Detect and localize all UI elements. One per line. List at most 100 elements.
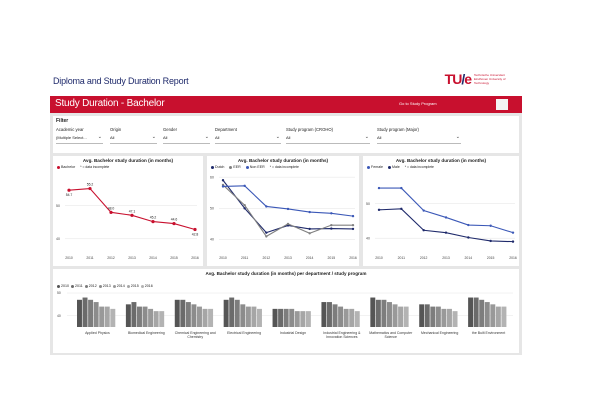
banner-button[interactable] bbox=[496, 99, 508, 110]
data-point bbox=[330, 212, 333, 215]
legend-item[interactable]: Dutch bbox=[211, 165, 224, 169]
bar bbox=[278, 308, 284, 327]
x-tick-label: 2013 bbox=[128, 256, 136, 260]
filter-gender: Gender All ⌄ bbox=[163, 127, 210, 144]
academic-year-select[interactable]: (Multiple Select... ⌄ bbox=[56, 134, 103, 144]
origin-line-chart[interactable]: 60 50 40 2010 2011 2012 2013 2014 2015 2016 bbox=[207, 156, 359, 266]
bar bbox=[392, 304, 398, 327]
chart-legend: Female Male * = data incomplete bbox=[367, 165, 434, 169]
legend-dot-icon bbox=[140, 284, 144, 288]
bar bbox=[234, 299, 240, 327]
bar bbox=[424, 304, 430, 327]
legend-item[interactable]: EER bbox=[229, 165, 241, 169]
chevron-down-icon[interactable]: ⌄ bbox=[97, 134, 102, 140]
legend-item[interactable]: 2010 bbox=[57, 284, 69, 288]
legend-item[interactable]: Bachelor bbox=[57, 165, 75, 169]
data-label: 44.6 bbox=[171, 218, 178, 222]
legend-label: Bachelor bbox=[61, 165, 76, 169]
data-point bbox=[193, 227, 197, 232]
select-value: All bbox=[377, 135, 382, 140]
bar bbox=[142, 306, 148, 327]
data-point bbox=[444, 231, 448, 234]
bachelor-line-chart[interactable]: 50 40 2010 2011 2012 2013 2014 2015 2016 54.7 55.2… bbox=[53, 156, 203, 266]
bar bbox=[153, 311, 159, 327]
legend-item[interactable]: 2013 bbox=[98, 284, 111, 288]
study-program-link[interactable]: Go to Study Program bbox=[399, 101, 437, 106]
category-label: the Built Environment bbox=[471, 331, 506, 335]
bar bbox=[381, 299, 387, 327]
bar bbox=[321, 302, 327, 327]
data-point bbox=[109, 210, 113, 214]
bar bbox=[349, 308, 355, 327]
bar bbox=[332, 304, 338, 327]
category-label: Applied Physics bbox=[85, 331, 110, 335]
chart-gender-panel: Avg. Bachelor study duration (in months)… bbox=[363, 156, 519, 266]
legend-item[interactable]: 2012 bbox=[84, 284, 97, 288]
study-program-croho-select[interactable]: All ⌄ bbox=[286, 134, 370, 144]
bar bbox=[300, 311, 306, 327]
legend-dot-icon bbox=[367, 165, 370, 169]
data-label: 54.7 bbox=[66, 193, 73, 197]
bar bbox=[419, 304, 425, 327]
data-point bbox=[151, 220, 155, 224]
bar bbox=[305, 311, 311, 327]
department-chart-panel: Avg. Bachelor study duration (in months)… bbox=[53, 269, 519, 353]
legend-label: 2015 bbox=[130, 284, 139, 288]
chart-title: Avg. Bachelor study duration (in months) bbox=[395, 158, 487, 163]
filter-department: Department All ⌄ bbox=[215, 127, 281, 144]
x-tick-label: 2015 bbox=[487, 256, 495, 260]
legend-dot-icon bbox=[98, 284, 102, 288]
filter-label: Academic year bbox=[56, 127, 84, 132]
bar bbox=[159, 311, 165, 327]
y-tick-label: 50 bbox=[366, 202, 370, 206]
bar bbox=[283, 308, 289, 327]
data-point bbox=[243, 207, 246, 210]
data-point bbox=[243, 184, 246, 188]
chevron-down-icon[interactable]: ⌄ bbox=[455, 134, 460, 140]
bar bbox=[104, 306, 110, 327]
bar bbox=[245, 306, 251, 327]
data-point bbox=[400, 207, 403, 211]
legend-dot-icon bbox=[211, 165, 214, 169]
gender-select[interactable]: All ⌄ bbox=[163, 134, 210, 144]
legend-label: 2014 bbox=[116, 284, 125, 288]
bar bbox=[354, 311, 360, 327]
legend-dot-icon bbox=[245, 165, 249, 169]
category-label: Chemical Engineering and Chemistry bbox=[174, 331, 216, 339]
bar bbox=[338, 306, 344, 327]
section-title: Study Duration - Bachelor bbox=[55, 98, 165, 109]
filter-panel: Filter Academic year (Multiple Select...… bbox=[53, 116, 519, 153]
data-point bbox=[377, 186, 381, 190]
bar bbox=[435, 306, 441, 327]
chevron-down-icon[interactable]: ⌄ bbox=[151, 134, 156, 140]
chevron-down-icon[interactable]: ⌄ bbox=[275, 134, 280, 140]
data-point bbox=[400, 186, 403, 190]
department-bar-chart[interactable]: 50 40 bbox=[53, 269, 519, 353]
bar bbox=[125, 304, 131, 327]
chevron-down-icon[interactable]: ⌄ bbox=[204, 134, 209, 140]
legend-item[interactable]: 2014 bbox=[112, 284, 125, 288]
y-tick-label: 40 bbox=[366, 236, 370, 240]
data-point bbox=[88, 186, 92, 191]
legend-label: 2011 bbox=[75, 284, 83, 288]
legend-item[interactable]: Non EER bbox=[245, 165, 265, 169]
y-tick-label: 40 bbox=[210, 238, 214, 242]
chevron-down-icon[interactable]: ⌄ bbox=[364, 134, 369, 140]
select-value: All bbox=[286, 135, 291, 140]
bar bbox=[82, 297, 88, 327]
data-point bbox=[130, 213, 134, 217]
legend-item[interactable]: Female bbox=[367, 165, 383, 169]
category-label: Industrial Design bbox=[279, 331, 307, 335]
bar bbox=[289, 308, 295, 327]
legend-item[interactable]: 2015 bbox=[126, 284, 139, 288]
y-tick-label: 50 bbox=[56, 204, 60, 208]
legend-item[interactable]: 2016 bbox=[140, 284, 153, 288]
department-select[interactable]: All ⌄ bbox=[215, 134, 281, 144]
legend-item[interactable]: Male bbox=[387, 165, 400, 169]
data-point bbox=[422, 229, 425, 232]
study-program-major-select[interactable]: All ⌄ bbox=[377, 134, 461, 144]
origin-select[interactable]: All ⌄ bbox=[110, 134, 157, 144]
chart-title: Avg. Bachelor study duration (in months) bbox=[237, 158, 329, 163]
legend-item[interactable]: 2011 bbox=[71, 284, 83, 288]
gender-line-chart[interactable]: 50 40 2010 2011 2012 2013 2014 2015 2016 bbox=[363, 156, 519, 266]
